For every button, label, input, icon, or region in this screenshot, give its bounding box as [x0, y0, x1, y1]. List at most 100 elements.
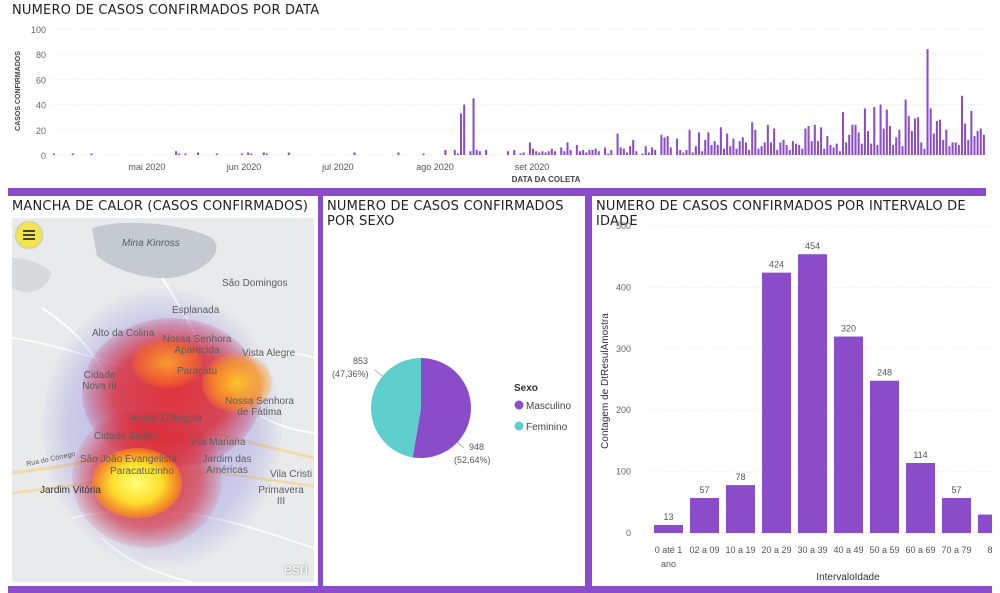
hamburger-menu-icon[interactable]: [16, 222, 42, 248]
timeline-bar[interactable]: [522, 152, 525, 155]
timeline-bar[interactable]: [769, 142, 773, 155]
timeline-bar[interactable]: [751, 122, 754, 155]
timeline-bar[interactable]: [550, 148, 553, 155]
timeline-bar[interactable]: [810, 141, 813, 155]
timeline-bar[interactable]: [566, 142, 569, 155]
timeline-bar[interactable]: [979, 128, 982, 155]
timeline-bar[interactable]: [926, 49, 929, 155]
timeline-bar[interactable]: [591, 149, 594, 155]
timeline-bar[interactable]: [942, 139, 945, 155]
timeline-bar[interactable]: [723, 148, 726, 155]
timeline-bar[interactable]: [835, 143, 838, 155]
timeline-bar[interactable]: [184, 153, 187, 156]
timeline-bar[interactable]: [641, 153, 644, 156]
timeline-bar[interactable]: [616, 133, 619, 155]
timeline-bar[interactable]: [716, 144, 719, 155]
timeline-bar[interactable]: [544, 152, 547, 155]
sex-pie-chart[interactable]: 948 (52,64%) 853 (47,36%) Sexo Masculino Femin…: [323, 196, 585, 586]
age-bar[interactable]: [870, 380, 899, 533]
timeline-bar[interactable]: [904, 99, 907, 155]
timeline-bar[interactable]: [826, 136, 829, 155]
age-bar[interactable]: [762, 272, 791, 533]
timeline-bar[interactable]: [854, 124, 857, 155]
timeline-bar[interactable]: [960, 95, 963, 155]
timeline-bar[interactable]: [779, 142, 782, 155]
timeline-bar[interactable]: [954, 142, 957, 155]
timeline-bar[interactable]: [913, 118, 917, 155]
timeline-bar[interactable]: [898, 129, 901, 155]
timeline-bar[interactable]: [851, 124, 854, 155]
pie-slice-feminino[interactable]: [371, 358, 421, 458]
timeline-bar[interactable]: [860, 143, 863, 155]
timeline-bar[interactable]: [519, 153, 522, 156]
age-bar[interactable]: [834, 336, 863, 533]
timeline-bar[interactable]: [691, 152, 694, 155]
timeline-bar[interactable]: [506, 151, 510, 155]
timeline-bar[interactable]: [654, 149, 657, 155]
timeline-bar[interactable]: [397, 152, 400, 155]
timeline-chart[interactable]: 100 80 60 40 20 0 CASOS CONFIRMADOS mai 2020 jun…: [0, 0, 992, 187]
timeline-bar[interactable]: [688, 129, 691, 155]
timeline-bar[interactable]: [766, 124, 769, 155]
timeline-bar[interactable]: [704, 139, 707, 155]
timeline-bar[interactable]: [932, 133, 935, 155]
timeline-bar[interactable]: [957, 144, 960, 155]
timeline-bar[interactable]: [456, 153, 459, 156]
timeline-bar[interactable]: [265, 153, 268, 156]
timeline-bar[interactable]: [472, 98, 475, 155]
timeline-bar[interactable]: [553, 151, 556, 155]
age-bar[interactable]: [690, 498, 719, 533]
timeline-bar[interactable]: [976, 131, 979, 155]
age-bar-chart[interactable]: 500 400 300 200 100 0 Contagem de DtResulAmost…: [592, 196, 992, 586]
timeline-bar[interactable]: [832, 147, 835, 155]
timeline-bar[interactable]: [964, 123, 967, 156]
timeline-bar[interactable]: [917, 117, 920, 155]
timeline-bar[interactable]: [629, 146, 632, 155]
timeline-bar[interactable]: [287, 152, 290, 155]
timeline-bar[interactable]: [679, 149, 682, 155]
age-bar[interactable]: [654, 525, 683, 533]
timeline-bar[interactable]: [838, 151, 841, 155]
timeline-bar[interactable]: [560, 147, 563, 155]
timeline-bar[interactable]: [920, 142, 923, 155]
timeline-bar[interactable]: [604, 147, 607, 155]
timeline-bar[interactable]: [175, 151, 178, 155]
timeline-bar[interactable]: [588, 149, 591, 155]
timeline-bar[interactable]: [939, 119, 942, 155]
timeline-bar[interactable]: [547, 151, 550, 155]
timeline-bar[interactable]: [782, 139, 785, 155]
age-bar[interactable]: [726, 485, 755, 533]
timeline-bar[interactable]: [478, 151, 481, 155]
timeline-bar[interactable]: [660, 134, 663, 155]
timeline-bar[interactable]: [892, 144, 895, 155]
timeline-bar[interactable]: [569, 149, 572, 155]
pie-slice-masculino[interactable]: [412, 358, 471, 458]
timeline-bar[interactable]: [757, 148, 760, 155]
timeline-bar[interactable]: [513, 149, 516, 155]
timeline-bar[interactable]: [801, 148, 804, 155]
timeline-bar[interactable]: [829, 144, 832, 155]
timeline-bar[interactable]: [694, 146, 697, 155]
timeline-bar[interactable]: [240, 153, 243, 156]
timeline-bar[interactable]: [353, 152, 356, 155]
timeline-bar[interactable]: [247, 152, 250, 155]
timeline-bar[interactable]: [625, 152, 628, 155]
timeline-bar[interactable]: [935, 120, 938, 155]
timeline-bar[interactable]: [848, 134, 851, 155]
timeline-bar[interactable]: [732, 138, 735, 155]
timeline-bar[interactable]: [53, 153, 56, 156]
timeline-bar[interactable]: [845, 142, 848, 155]
timeline-bar[interactable]: [816, 141, 819, 155]
timeline-bar[interactable]: [578, 151, 582, 155]
timeline-bar[interactable]: [748, 149, 751, 155]
timeline-bar[interactable]: [669, 147, 672, 155]
timeline-bar[interactable]: [726, 133, 729, 155]
timeline-bar[interactable]: [697, 132, 700, 155]
age-bar[interactable]: [798, 254, 827, 533]
timeline-bar[interactable]: [619, 147, 622, 155]
timeline-bar[interactable]: [541, 151, 544, 155]
timeline-bar[interactable]: [807, 126, 810, 155]
timeline-bar[interactable]: [885, 109, 888, 155]
timeline-bar[interactable]: [594, 148, 597, 155]
timeline-bar[interactable]: [528, 142, 531, 155]
